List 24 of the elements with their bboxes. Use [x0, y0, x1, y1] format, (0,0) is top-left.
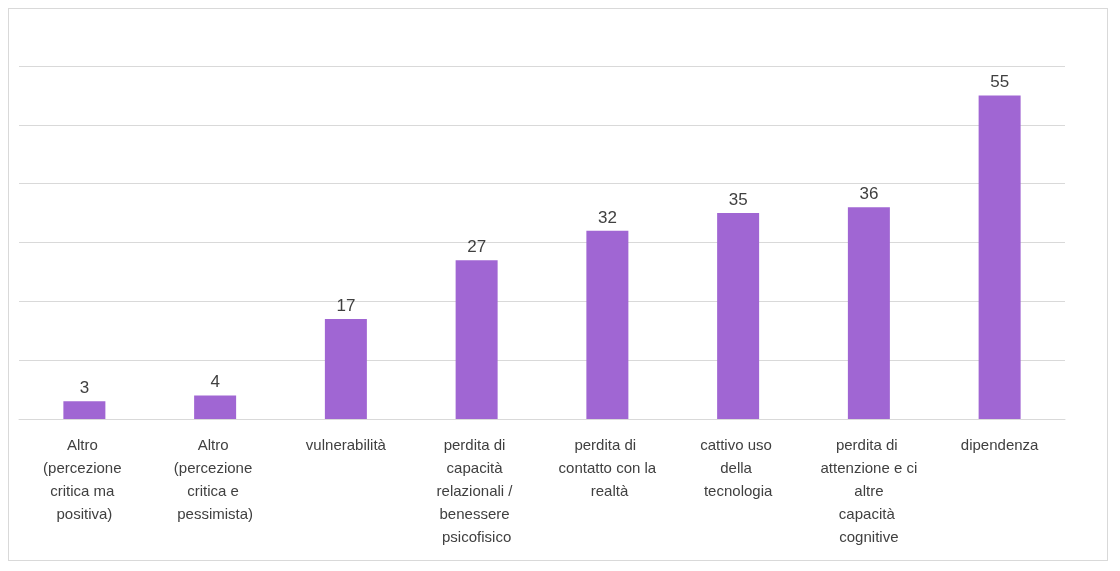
data-label: 35 — [728, 190, 748, 210]
bar — [455, 260, 498, 419]
data-label: 4 — [210, 372, 220, 392]
bar — [63, 401, 106, 419]
x-tick-label: perdita di capacità relazionali / benessere psicofisico — [436, 436, 517, 545]
data-label: 17 — [336, 295, 356, 315]
x-tick-label: perdita di contatto con la realtà — [558, 436, 657, 499]
x-tick-label: cattivo uso della tecnologia — [700, 436, 777, 499]
data-label: 36 — [859, 184, 879, 204]
x-tick-label: Altro (percezione critica e pessimista) — [173, 436, 257, 522]
data-label: 55 — [990, 72, 1010, 92]
bar — [847, 207, 890, 419]
data-label: 3 — [79, 378, 90, 398]
bar — [978, 95, 1021, 419]
bar — [194, 395, 237, 419]
bar — [324, 318, 367, 419]
bar — [717, 213, 760, 419]
data-label: 27 — [467, 237, 487, 257]
x-tick-label: perdita di attenzione e ci altre capacità cognitive — [820, 436, 918, 545]
bar — [586, 230, 629, 419]
x-tick-label: vulnerabilità — [305, 436, 387, 453]
data-label: 32 — [597, 207, 617, 227]
x-tick-label: Altro (percezione critica ma positiva) — [43, 436, 126, 522]
x-tick-label: dipendenza — [960, 436, 1040, 453]
